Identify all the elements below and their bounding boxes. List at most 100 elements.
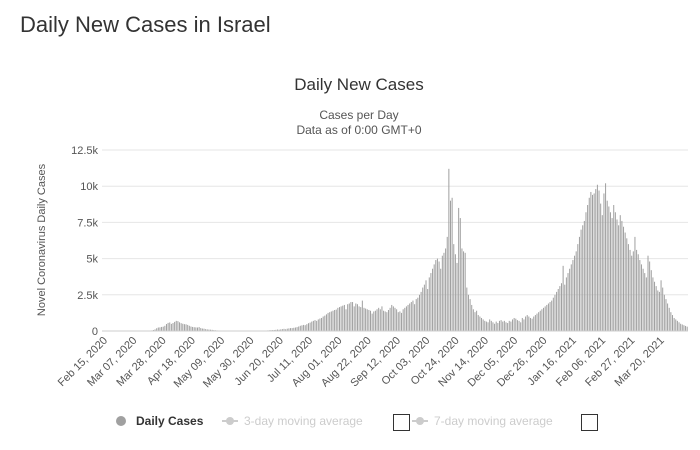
bar — [592, 194, 594, 331]
bar — [156, 328, 158, 331]
y-tick-label: 10k — [80, 181, 98, 193]
bar — [676, 320, 678, 331]
page-heading: Daily New Cases in Israel — [20, 12, 271, 37]
bar — [544, 306, 546, 331]
bar — [451, 197, 453, 331]
bar — [652, 277, 654, 331]
bar — [185, 324, 187, 331]
bar — [381, 306, 383, 331]
bar — [663, 294, 665, 331]
bar — [301, 325, 303, 331]
bar — [479, 316, 481, 331]
bar — [376, 309, 378, 331]
bar — [449, 200, 451, 331]
chart-subtitle-line-2: Data as of 0:00 GMT+0 — [296, 123, 421, 137]
bar — [616, 219, 618, 331]
bar — [281, 329, 283, 331]
bar — [418, 294, 420, 331]
legend-checkbox-7-day[interactable] — [581, 414, 598, 431]
bar — [170, 323, 172, 331]
bar — [536, 313, 538, 331]
bar — [294, 327, 296, 331]
bar — [498, 320, 500, 331]
bar — [490, 320, 492, 331]
bar — [330, 311, 332, 331]
bar — [430, 273, 432, 331]
bar — [291, 328, 293, 331]
bar — [162, 326, 164, 331]
bar — [152, 329, 154, 331]
bar — [401, 312, 403, 331]
bar — [489, 319, 491, 331]
bar — [526, 315, 528, 331]
bar — [311, 321, 313, 331]
bar — [353, 306, 355, 331]
bar — [348, 303, 350, 331]
bar — [503, 320, 505, 331]
bar — [203, 328, 205, 331]
bar — [423, 284, 425, 331]
bar — [500, 320, 502, 331]
legend-item-7-day-average[interactable]: 7-day moving average — [412, 414, 553, 428]
bar — [484, 320, 486, 331]
bar — [363, 307, 365, 331]
bar — [658, 291, 660, 331]
bar — [293, 327, 295, 331]
bar — [556, 291, 558, 331]
bar — [370, 310, 372, 331]
bar — [157, 327, 159, 331]
bar — [409, 303, 411, 331]
bar — [360, 307, 362, 331]
bar — [179, 322, 181, 331]
bar — [355, 303, 357, 331]
bar — [605, 183, 607, 331]
bar — [593, 193, 595, 331]
bar — [378, 307, 380, 331]
bar — [392, 306, 394, 331]
bar — [172, 323, 174, 331]
bar — [337, 307, 339, 331]
legend-dot-icon — [116, 416, 126, 426]
bar — [384, 311, 386, 331]
bar — [608, 206, 610, 331]
bar — [636, 249, 638, 331]
bar — [399, 311, 401, 331]
bar — [321, 317, 323, 331]
bar — [567, 273, 569, 331]
bar — [551, 300, 553, 331]
bar — [611, 218, 613, 331]
bar — [334, 310, 336, 331]
bar — [161, 326, 163, 331]
bar — [356, 304, 358, 331]
bar — [673, 317, 675, 331]
legend-item-daily-cases[interactable]: Daily Cases — [116, 414, 203, 428]
bar — [387, 310, 389, 331]
bar — [154, 329, 156, 331]
bar — [389, 307, 391, 331]
legend-checkbox-3-day[interactable] — [393, 414, 410, 431]
bar — [502, 321, 504, 331]
bar — [352, 302, 354, 331]
bar — [453, 244, 455, 331]
bar — [436, 258, 438, 331]
bar — [314, 320, 316, 331]
bar — [347, 304, 349, 331]
legend-item-3-day-average[interactable]: 3-day moving average — [222, 414, 363, 428]
bar — [644, 273, 646, 331]
bar — [210, 329, 212, 331]
bar — [482, 319, 484, 331]
y-tick-label: 12.5k — [71, 145, 98, 157]
bar — [420, 291, 422, 331]
bar — [425, 280, 427, 331]
bar — [317, 319, 319, 331]
bar — [541, 309, 543, 331]
bar — [533, 316, 535, 331]
bar — [394, 307, 396, 331]
bar — [685, 325, 687, 331]
bar — [647, 255, 649, 331]
bar — [319, 318, 321, 331]
bar — [634, 236, 636, 331]
bar — [379, 309, 381, 331]
bar — [543, 307, 545, 331]
